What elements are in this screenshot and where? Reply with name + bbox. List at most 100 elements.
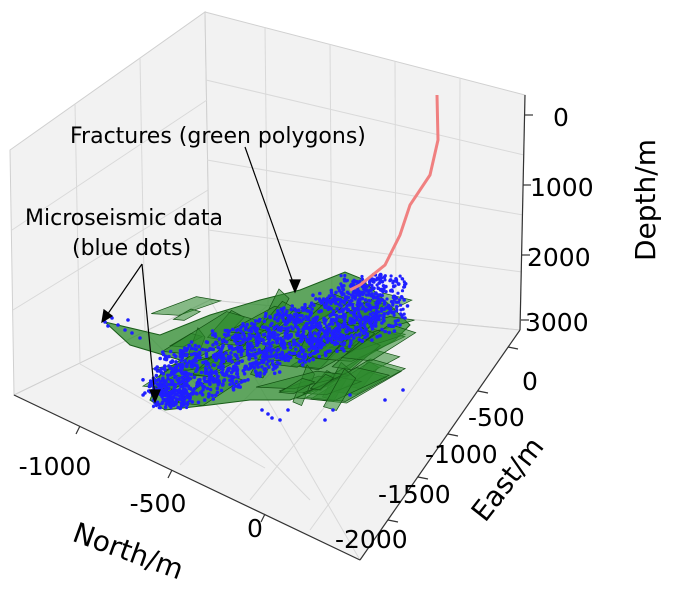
microseismic-point: [255, 327, 260, 331]
microseismic-point: [183, 402, 187, 406]
microseismic-point: [332, 312, 336, 317]
microseismic-point: [183, 373, 187, 378]
microseismic-point: [173, 384, 177, 388]
microseismic-point: [346, 307, 350, 312]
microseismic-point: [284, 352, 289, 357]
microseismic-point: [211, 343, 215, 347]
microseismic-point: [235, 365, 239, 370]
microseismic-point: [192, 375, 197, 380]
microseismic-point: [316, 333, 321, 338]
microseismic-point: [367, 299, 372, 303]
microseismic-point: [217, 337, 222, 341]
annotation-microseismic: Microseismic data: [25, 206, 223, 231]
microseismic-point: [349, 328, 354, 333]
microseismic-point: [367, 321, 372, 325]
z-tick-label: 1000: [530, 173, 594, 202]
microseismic-point: [233, 384, 238, 388]
microseismic-point: [339, 304, 344, 308]
microseismic-point: [177, 389, 181, 393]
microseismic-point: [211, 355, 216, 360]
microseismic-point: [264, 348, 269, 353]
microseismic-point: [339, 274, 343, 278]
microseismic-point: [328, 337, 333, 341]
microseismic-point: [233, 333, 238, 338]
microseismic-point: [254, 335, 258, 339]
microseismic-point: [240, 359, 244, 364]
microseismic-point: [187, 344, 192, 348]
z-tick-label: 0: [553, 103, 569, 132]
microseismic-point: [260, 360, 265, 365]
microseismic-point: [358, 320, 362, 324]
microseismic-point: [389, 300, 394, 304]
microseismic-point: [349, 310, 353, 315]
microseismic-point: [382, 307, 386, 312]
x-axis-line: [13, 394, 361, 561]
microseismic-point: [213, 358, 218, 362]
microseismic-point: [193, 347, 197, 351]
microseismic-point: [282, 344, 287, 349]
microseismic-point: [197, 355, 201, 360]
microseismic-point: [239, 329, 243, 333]
microseismic-point: [342, 307, 346, 311]
microseismic-point: [299, 319, 304, 323]
microseismic-point: [335, 349, 339, 354]
microseismic-point: [360, 317, 365, 322]
microseismic-point: [319, 337, 324, 341]
microseismic-point: [289, 325, 294, 329]
microseismic-point: [159, 367, 164, 371]
microseismic-point: [310, 307, 315, 311]
microseismic-point: [331, 293, 335, 298]
microseismic-point: [276, 328, 281, 332]
microseismic-point: [340, 293, 344, 297]
microseismic-point: [308, 313, 312, 318]
microseismic-point: [307, 353, 312, 357]
microseismic-point: [201, 360, 205, 365]
microseismic-point: [334, 318, 338, 323]
microseismic-point: [286, 408, 290, 412]
y-tick-label: -1000: [425, 440, 498, 469]
microseismic-point: [379, 288, 383, 292]
microseismic-point: [236, 356, 240, 361]
microseismic-point: [402, 298, 407, 302]
microseismic-point: [163, 382, 167, 386]
microseismic-point: [167, 364, 171, 368]
microseismic-point: [273, 313, 278, 318]
microseismic-point: [392, 329, 397, 333]
microseismic-point: [396, 318, 400, 323]
microseismic-point: [351, 320, 356, 325]
microseismic-point: [308, 337, 313, 341]
microseismic-point: [185, 381, 189, 385]
microseismic-point: [384, 290, 388, 294]
microseismic-point: [170, 381, 174, 385]
microseismic-point: [336, 286, 341, 290]
microseismic-point: [208, 387, 213, 392]
microseismic-point: [263, 314, 268, 319]
microseismic-point: [345, 278, 349, 282]
microseismic-point: [187, 359, 192, 364]
microseismic-point: [328, 300, 332, 305]
microseismic-point: [207, 348, 211, 352]
microseismic-point: [318, 344, 322, 348]
microseismic-point: [192, 351, 197, 356]
z-tick-label: 2000: [527, 243, 591, 272]
microseismic-point: [170, 367, 175, 372]
microseismic-point: [280, 357, 284, 361]
microseismic-point: [297, 308, 301, 313]
microseismic-point: [314, 297, 318, 301]
microseismic-point: [204, 351, 209, 356]
microseismic-point: [288, 316, 293, 320]
microseismic-point: [193, 343, 198, 348]
microseismic-point: [241, 348, 245, 353]
microseismic-point: [390, 311, 394, 315]
microseismic-point: [254, 360, 258, 364]
microseismic-point: [383, 329, 388, 334]
fracture-polygon: [340, 323, 417, 362]
microseismic-point: [352, 314, 357, 318]
microseismic-point: [248, 366, 253, 370]
microseismic-point: [183, 359, 187, 363]
microseismic-point: [301, 330, 306, 334]
microseismic-point: [275, 360, 280, 365]
microseismic-point: [360, 274, 364, 279]
fracture-polygon: [278, 378, 316, 395]
microseismic-point: [178, 352, 183, 356]
